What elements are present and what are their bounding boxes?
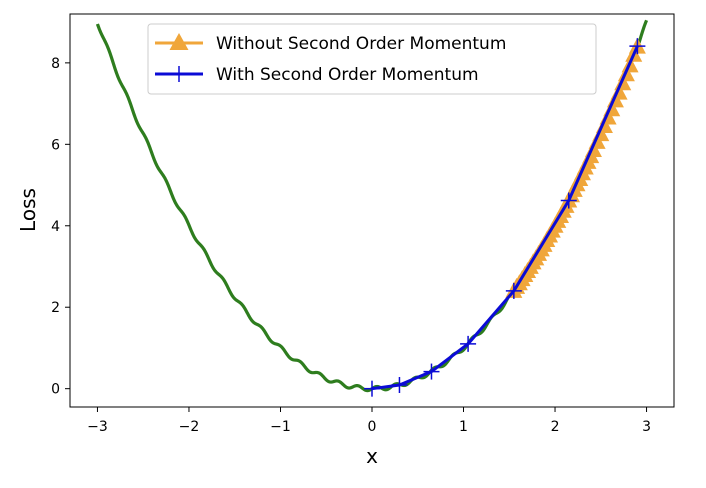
y-tick-label: 8 — [51, 56, 60, 72]
x-tick-label: 2 — [551, 419, 560, 435]
series-line-with-momentum — [371, 45, 639, 391]
plus-marker — [364, 380, 380, 397]
series-layer — [364, 37, 646, 397]
legend-label-without-momentum: Without Second Order Momentum — [216, 34, 506, 54]
x-tick-label: −1 — [270, 419, 291, 435]
plot-area — [69, 13, 675, 408]
y-axis-label: Loss — [16, 188, 40, 232]
x-tick-label: 1 — [459, 419, 468, 435]
legend-triangle-marker — [169, 33, 189, 50]
plus-marker — [629, 38, 646, 55]
y-tick-label: 4 — [51, 219, 60, 235]
legend: Without Second Order Momentum With Secon… — [147, 23, 597, 95]
x-tick-label: 3 — [642, 419, 651, 435]
y-axis-ticks: 0 2 4 6 8 — [51, 56, 70, 398]
x-tick-label: −2 — [179, 419, 200, 435]
legend-box — [147, 23, 597, 95]
y-tick-label: 2 — [51, 300, 60, 316]
x-tick-label: 0 — [368, 419, 377, 435]
y-tick-label: 6 — [51, 137, 60, 153]
x-axis-label: x — [366, 444, 378, 468]
x-tick-label: −3 — [87, 419, 108, 435]
plus-marker — [460, 335, 477, 352]
plus-marker — [560, 192, 577, 209]
x-axis-ticks: −3 −2 −1 0 1 2 3 — [87, 407, 651, 435]
plus-marker — [423, 363, 440, 380]
plus-marker — [505, 282, 522, 299]
plus-marker — [391, 377, 408, 394]
y-tick-label: 0 — [51, 382, 60, 398]
legend-label-with-momentum: With Second Order Momentum — [216, 65, 479, 85]
